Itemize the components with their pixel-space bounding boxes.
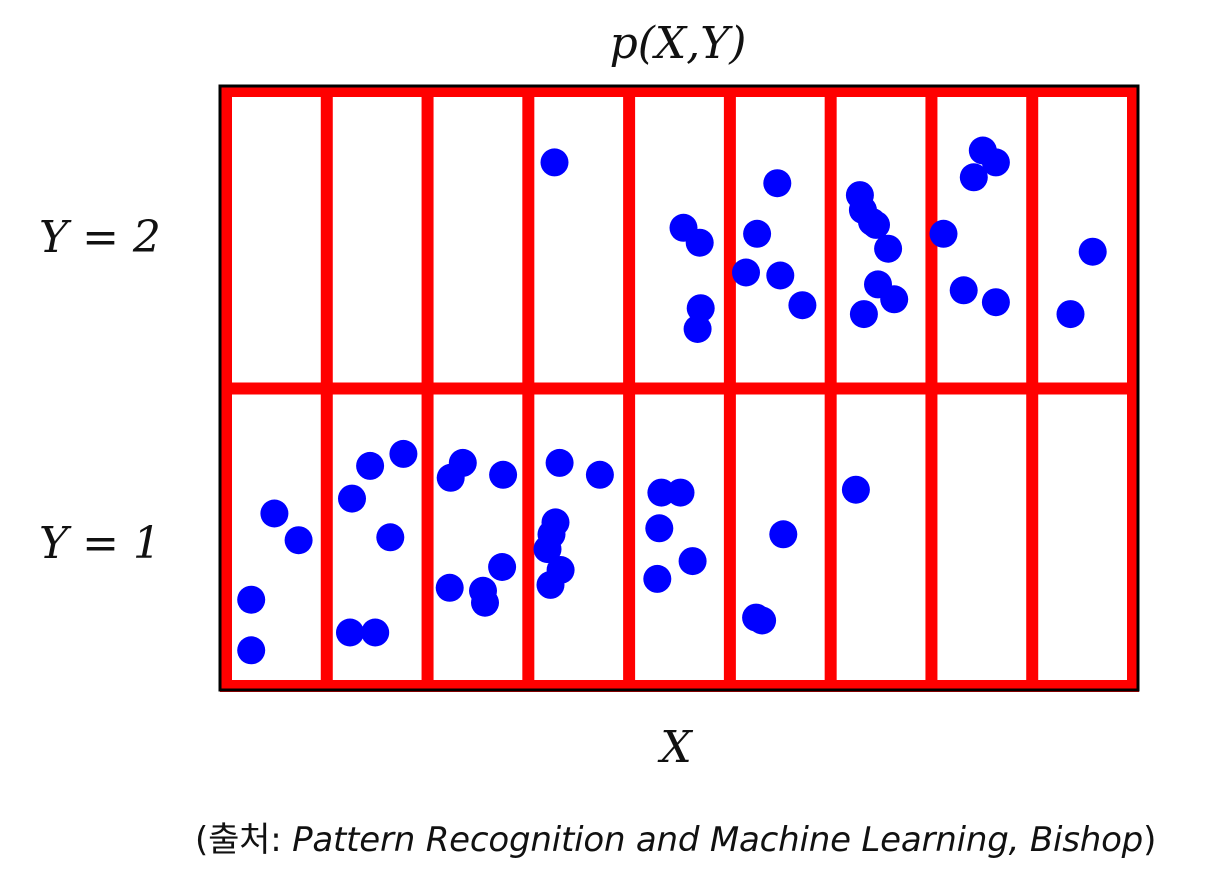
sample-point	[338, 484, 366, 513]
sample-point	[540, 148, 569, 177]
sample-point	[336, 618, 364, 647]
sample-point	[732, 258, 760, 287]
sample-point	[284, 526, 313, 555]
sample-point	[1056, 300, 1085, 329]
caption-close-paren: )	[1143, 820, 1157, 860]
sample-point	[685, 228, 714, 257]
row-label-y2: Y = 2	[39, 212, 161, 263]
figure-title: p(X,Y)	[610, 18, 747, 69]
row-label-y1: Y = 1	[39, 518, 161, 569]
sample-point	[356, 451, 385, 480]
sample-point	[471, 588, 499, 617]
sample-point	[488, 553, 517, 581]
plot-frame	[218, 84, 1140, 692]
x-axis-label: X	[657, 722, 693, 773]
sample-point	[237, 585, 266, 614]
caption-source-title: Pattern Recognition and Machine Learning…	[292, 820, 1144, 860]
sample-point	[763, 169, 792, 198]
sample-point	[237, 636, 266, 665]
sample-point	[981, 288, 1010, 317]
sample-point	[666, 478, 695, 507]
sample-point	[376, 523, 405, 552]
sample-points	[237, 136, 1107, 665]
sample-point	[788, 291, 817, 320]
sample-point	[981, 148, 1010, 177]
sample-point	[678, 547, 707, 576]
sample-point	[874, 234, 903, 263]
sample-point	[686, 294, 715, 323]
sample-point	[435, 573, 464, 602]
sample-point	[389, 439, 418, 468]
sample-point	[769, 520, 798, 549]
sample-point	[545, 448, 574, 477]
sample-point	[743, 219, 772, 248]
sample-point	[683, 315, 712, 343]
sample-point	[536, 570, 565, 599]
sample-point	[949, 276, 978, 305]
sample-point	[748, 606, 777, 635]
sample-point	[436, 463, 465, 492]
sample-point	[849, 300, 878, 329]
sample-point	[862, 210, 890, 239]
histogram-grid	[220, 85, 1139, 692]
sample-point	[1078, 237, 1107, 266]
sample-point	[533, 535, 562, 564]
sample-point	[361, 618, 390, 647]
sample-point	[841, 475, 870, 504]
sample-point	[929, 219, 958, 248]
sample-point	[645, 514, 674, 543]
sample-point	[766, 261, 795, 290]
sample-point	[585, 460, 614, 489]
caption-open-paren: (	[195, 820, 209, 860]
sample-point	[643, 564, 672, 593]
sample-point	[489, 460, 518, 489]
sample-point	[880, 285, 909, 314]
sample-point	[959, 163, 988, 192]
source-caption: (출처: Pattern Recognition and Machine Lea…	[195, 812, 1195, 861]
sample-point	[260, 499, 289, 528]
caption-prefix: 출처:	[208, 820, 293, 860]
